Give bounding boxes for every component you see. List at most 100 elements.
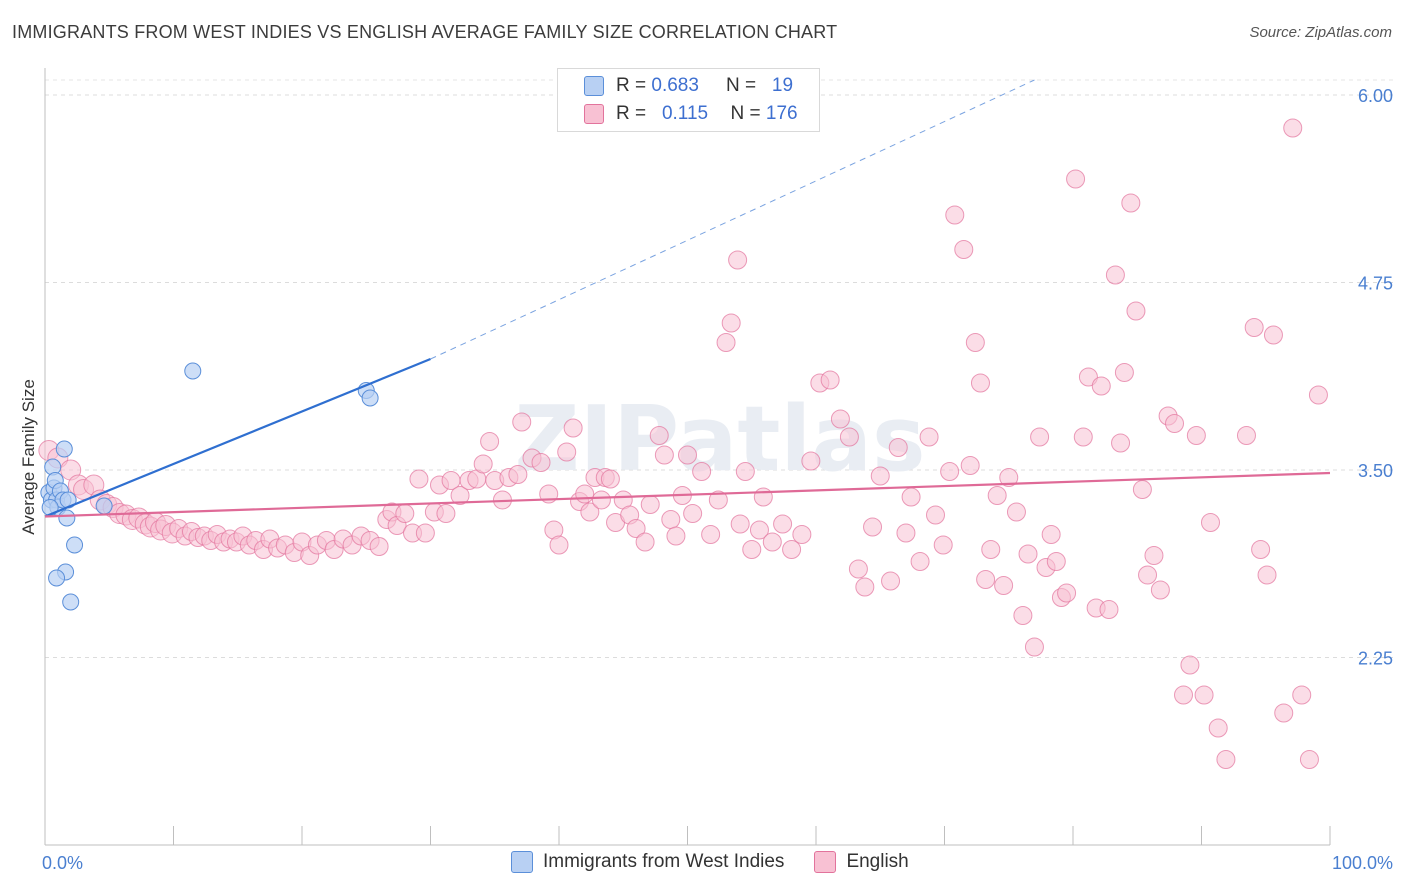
english-point [1099, 600, 1119, 619]
english-point [888, 438, 908, 457]
english-points [38, 118, 1328, 769]
west-indies-point [48, 569, 66, 587]
english-point [1174, 685, 1194, 705]
english-point [563, 418, 583, 438]
english-point [999, 468, 1019, 487]
legend-swatch-english [814, 851, 837, 873]
english-point [1121, 193, 1141, 213]
y-tick-labels: 2.25 3.50 4.75 6.00 [1358, 86, 1393, 669]
english-point [901, 487, 921, 507]
trend-lines [44, 79, 1331, 518]
legend-row-west-indies: R = 0.683 N = 19 [558, 72, 793, 100]
watermark: ZIPatlas [514, 387, 925, 492]
english-point [369, 537, 389, 556]
english-point [773, 514, 793, 534]
y-tick-label: 2.25 [1358, 649, 1393, 669]
west-indies-point [62, 593, 80, 611]
english-point [1200, 513, 1220, 532]
english-point [1126, 301, 1146, 321]
english-point [531, 453, 551, 472]
english-point [708, 490, 728, 510]
english-point [1073, 427, 1093, 447]
english-point [678, 445, 697, 465]
english-point [945, 205, 965, 225]
y-tick-label: 3.50 [1358, 461, 1393, 481]
legend-label-west-indies: Immigrants from West Indies [543, 851, 785, 872]
english-point [742, 540, 762, 559]
english-point [954, 240, 974, 259]
english-point [473, 454, 493, 474]
r-value: 0.115 [661, 103, 709, 124]
n-value: 176 [765, 103, 798, 124]
legend-label-english: English [846, 851, 909, 872]
n-label: N = [730, 103, 761, 124]
west-indies-points [40, 362, 379, 611]
english-point [792, 525, 812, 544]
english-point [395, 504, 415, 523]
english-point [415, 523, 435, 543]
english-point [450, 486, 470, 505]
english-point [870, 466, 890, 486]
english-point [654, 445, 674, 465]
r-label: R = [616, 75, 647, 96]
english-point [1006, 502, 1026, 522]
n-value: 19 [771, 75, 794, 96]
source-label: Source: ZipAtlas.com [1249, 24, 1392, 41]
chart-title: IMMIGRANTS FROM WEST INDIES VS ENGLISH A… [12, 22, 838, 42]
english-point [839, 427, 859, 447]
english-point [1263, 325, 1283, 345]
english-point [666, 526, 686, 546]
english-point [987, 486, 1007, 505]
legend-row-english: R = 0.115 N = 176 [558, 100, 798, 128]
r-value: 0.683 [651, 75, 699, 96]
english-point [1236, 426, 1256, 445]
series-legend: Immigrants from West Indies English [511, 851, 909, 873]
english-point [820, 370, 840, 390]
english-point [940, 462, 960, 481]
english-point [762, 532, 782, 552]
english-point [600, 469, 620, 489]
english-point [896, 523, 916, 543]
english-point [976, 570, 996, 589]
x-tick-label-min: 0.0% [42, 853, 83, 873]
r-label: R = [616, 103, 647, 124]
english-point [1257, 565, 1277, 585]
english-point [981, 540, 1001, 559]
english-point [508, 465, 528, 484]
grid-lines [45, 79, 1393, 658]
english-point [881, 571, 901, 591]
english-point [1292, 685, 1312, 705]
english-point [591, 490, 611, 510]
english-point [830, 409, 850, 429]
west-indies-point [184, 362, 202, 380]
english-point [575, 484, 595, 504]
english-point [640, 495, 660, 514]
english-point [1216, 750, 1236, 769]
english-point [1024, 637, 1044, 657]
english-point [692, 462, 712, 481]
english-point [701, 525, 721, 544]
english-point [1041, 525, 1061, 544]
english-point [1018, 544, 1038, 564]
english-point [557, 442, 577, 462]
english-point [716, 333, 736, 352]
english-point [1308, 385, 1328, 405]
english-point [683, 504, 703, 523]
english-point [1030, 427, 1050, 447]
english-point [994, 576, 1014, 595]
english-point [1283, 118, 1303, 138]
english-point [960, 456, 980, 475]
blue-swatch [584, 76, 604, 96]
english-point [1208, 718, 1228, 738]
english-point [635, 532, 655, 552]
english-point [549, 535, 569, 555]
english-point [749, 520, 769, 540]
english-point [512, 412, 532, 432]
english-point [1194, 685, 1214, 705]
english-point [910, 552, 930, 571]
english-point [1138, 565, 1158, 585]
english-point [1066, 169, 1086, 189]
west-indies-trend-line [44, 357, 431, 518]
west-indies-point [361, 389, 379, 407]
x-tick-label-max: 100.0% [1332, 853, 1393, 873]
